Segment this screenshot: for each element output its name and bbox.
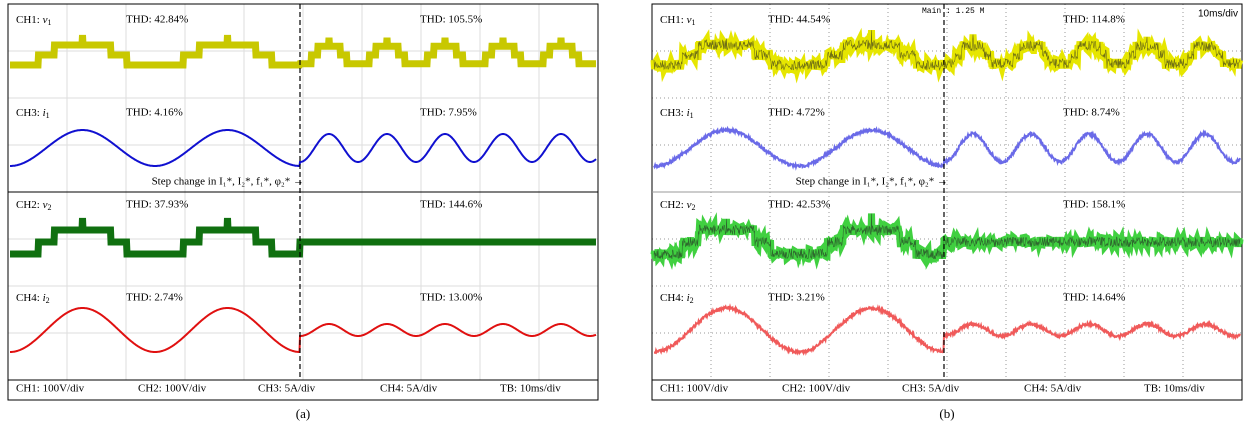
channel-subscript: 2 — [46, 296, 50, 305]
thd-after: THD: 8.74% — [1063, 107, 1120, 119]
scale-label: CH4: 5A/div — [1024, 383, 1082, 395]
thd-before: THD: 4.16% — [126, 107, 183, 119]
channel-name: CH2: — [660, 199, 687, 211]
scale-label: CH2: 100V/div — [138, 383, 207, 395]
channel-label: CH3: i1 — [660, 107, 694, 120]
channel-subscript: 1 — [691, 18, 695, 27]
thd-after: THD: 14.64% — [1063, 292, 1125, 304]
channel-label: CH1: v1 — [16, 14, 51, 27]
scope-timebase: 10ms/div — [1198, 9, 1238, 20]
channel-name: CH4: — [660, 292, 687, 304]
channel-label: CH2: v2 — [16, 199, 51, 212]
thd-after: THD: 13.00% — [420, 292, 482, 304]
scope-header: Main : 1.25 M — [922, 7, 985, 16]
thd-before: THD: 42.53% — [768, 199, 830, 211]
channel-name: CH3: — [660, 107, 687, 119]
step-change: Step change in I₁*, I₂*, f₁*, φ₂* → — [152, 176, 304, 188]
scale-label: CH3: 5A/div — [258, 383, 316, 395]
channel-subscript: 2 — [47, 203, 51, 212]
scale-label: TB: 10ms/div — [1144, 383, 1205, 395]
thd-before: THD: 44.54% — [768, 14, 830, 26]
thd-after: THD: 7.95% — [420, 107, 477, 119]
thd-after: THD: 144.6% — [420, 199, 482, 211]
thd-before: THD: 2.74% — [126, 292, 183, 304]
panel: CH1: v1 THD: 42.84% THD: 105.5% CH3: i1 THD:… — [8, 4, 598, 421]
channel-subscript: 1 — [690, 111, 694, 120]
channel-subscript: 1 — [46, 111, 50, 120]
waveform — [654, 307, 1240, 354]
channel-subscript: 2 — [690, 296, 694, 305]
thd-before: THD: 37.93% — [126, 199, 188, 211]
thd-after: THD: 158.1% — [1063, 199, 1125, 211]
channel-label: CH4: i2 — [660, 292, 694, 305]
thd-after: THD: 105.5% — [420, 14, 482, 26]
caption: (a) — [296, 406, 310, 421]
channel-subscript: 1 — [47, 18, 51, 27]
channel-name: CH1: — [16, 14, 43, 26]
scale-label: CH1: 100V/div — [16, 383, 85, 395]
channel-subscript: 2 — [691, 203, 695, 212]
caption: (b) — [939, 406, 954, 421]
scale-label: CH1: 100V/div — [660, 383, 729, 395]
scale-label: TB: 10ms/div — [500, 383, 561, 395]
scale-label: CH4: 5A/div — [380, 383, 438, 395]
thd-before: THD: 4.72% — [768, 107, 825, 119]
channel-name: CH2: — [16, 199, 43, 211]
thd-before: THD: 3.21% — [768, 292, 825, 304]
figure: CH1: v1 THD: 42.84% THD: 105.5% CH3: i1 THD:… — [0, 0, 1250, 433]
channel-label: CH1: v1 — [660, 14, 695, 27]
panel: CH1: v1 THD: 44.54% THD: 114.8% CH3: i1 THD:… — [652, 4, 1242, 421]
channel-name: CH1: — [660, 14, 687, 26]
thd-after: THD: 114.8% — [1063, 14, 1125, 26]
channel-label: CH3: i1 — [16, 107, 50, 120]
scale-label: CH2: 100V/div — [782, 383, 851, 395]
channel-label: CH4: i2 — [16, 292, 50, 305]
channel-label: CH2: v2 — [660, 199, 695, 212]
channel-name: CH4: — [16, 292, 43, 304]
thd-before: THD: 42.84% — [126, 14, 188, 26]
channel-name: CH3: — [16, 107, 43, 119]
step-change: Step change in I₁*, I₂*, f₁*, φ₂* → — [796, 176, 948, 188]
scale-label: CH3: 5A/div — [902, 383, 960, 395]
